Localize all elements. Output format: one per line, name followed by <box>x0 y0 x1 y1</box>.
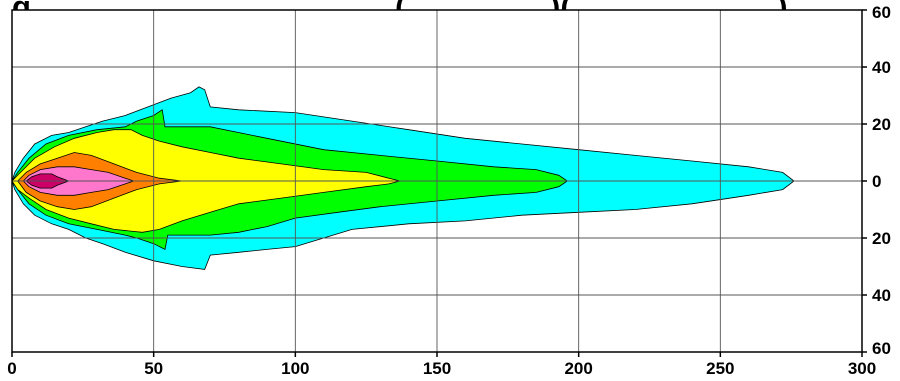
y-tick-label: 60 <box>872 3 891 22</box>
x-tick-label: 200 <box>564 359 592 378</box>
x-tick-label: 250 <box>706 359 734 378</box>
y-tick-label: 20 <box>872 229 891 248</box>
y-tick-label: 20 <box>872 115 891 134</box>
axes <box>11 9 867 357</box>
y-tick-label: 60 <box>872 339 891 358</box>
x-tick-label: 150 <box>423 359 451 378</box>
x-tick-labels: 0 50 100 150 200 250 300 <box>7 359 876 378</box>
y-tick-labels: 60 40 20 0 20 40 60 <box>872 3 891 358</box>
x-tick-label: 0 <box>7 359 16 378</box>
y-tick-label: 0 <box>872 172 881 191</box>
x-tick-label: 300 <box>848 359 876 378</box>
x-tick-label: 100 <box>281 359 309 378</box>
y-tick-label: 40 <box>872 286 891 305</box>
x-tick-label: 50 <box>144 359 163 378</box>
y-tick-label: 40 <box>872 58 891 77</box>
